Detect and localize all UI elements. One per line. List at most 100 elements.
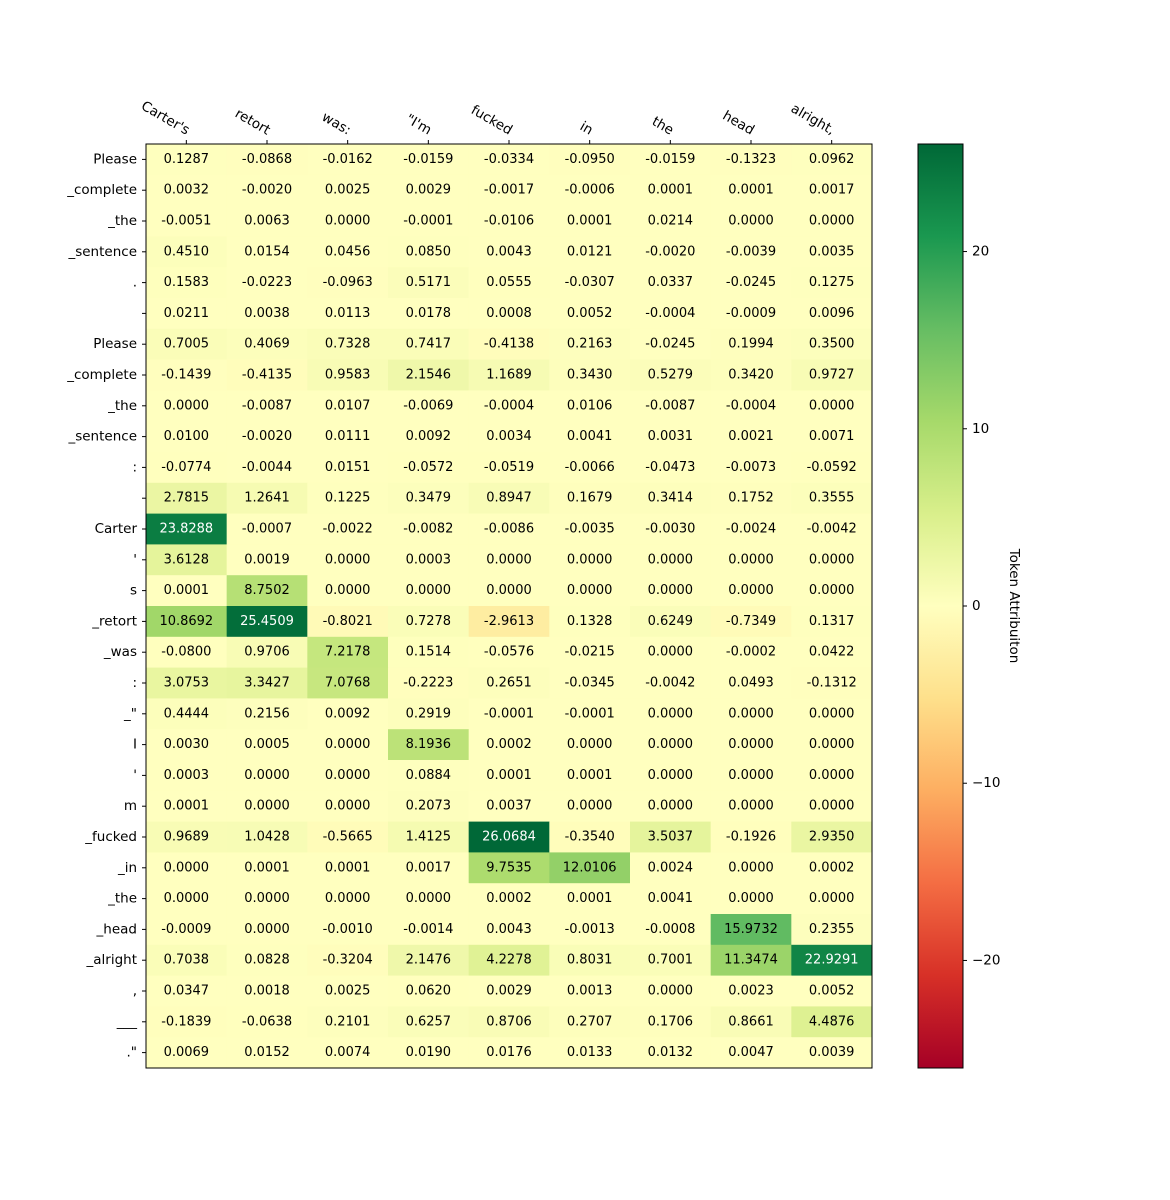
heatmap-cell	[630, 452, 712, 484]
cell-value-label: 0.0176	[486, 1045, 532, 1060]
cell-value-label: 0.0111	[325, 429, 371, 444]
cell-value-label: -0.0087	[242, 398, 292, 413]
heatmap-cell	[146, 174, 228, 207]
cell-value-label: -0.0014	[403, 922, 453, 937]
heatmap-cell	[630, 575, 712, 607]
heatmap-cell	[630, 636, 712, 669]
heatmap-cell	[226, 914, 308, 946]
heatmap-cell	[388, 328, 470, 361]
heatmap-cell	[226, 205, 308, 237]
cell-value-label: 0.0113	[325, 306, 371, 321]
cell-value-label: 0.2163	[567, 337, 613, 352]
heatmap-cell	[710, 359, 792, 391]
heatmap-cell	[710, 790, 792, 823]
heatmap-cell	[146, 267, 228, 299]
heatmap-cell	[146, 452, 228, 484]
cell-value-label: 1.2641	[244, 491, 290, 506]
heatmap-cell	[630, 421, 712, 453]
heatmap-cell	[549, 606, 631, 638]
heatmap-cell	[630, 1037, 712, 1069]
heatmap-cell	[791, 790, 873, 823]
cell-value-label: 0.0031	[648, 429, 694, 444]
cell-value-label: -0.8021	[323, 614, 373, 629]
heatmap-cell	[791, 975, 873, 1007]
cell-value-label: -0.0020	[645, 244, 695, 259]
y-tick-label: _complete	[66, 367, 137, 383]
cell-value-label: -0.4135	[242, 368, 292, 383]
cell-value-label: 0.0000	[728, 706, 774, 721]
cell-value-label: 23.8288	[159, 522, 213, 537]
heatmap-cell	[630, 944, 712, 977]
heatmap-cell	[791, 267, 873, 299]
heatmap-cell	[388, 513, 470, 545]
heatmap-cell	[146, 421, 228, 453]
heatmap-cell	[307, 205, 389, 237]
heatmap-cell	[630, 328, 712, 361]
cell-value-label: 0.0000	[809, 706, 855, 721]
cell-value-label: 0.2073	[406, 799, 452, 814]
heatmap-cell	[710, 1037, 792, 1069]
cell-value-label: -0.0009	[726, 306, 776, 321]
heatmap-cell	[146, 1037, 228, 1069]
heatmap-cell	[710, 944, 792, 977]
heatmap-cell	[468, 790, 550, 823]
cell-value-label: 0.1514	[406, 645, 452, 660]
cell-value-label: 0.0151	[325, 460, 371, 475]
heatmap-cell	[630, 298, 712, 330]
y-tick-label: ___	[116, 1014, 138, 1030]
heatmap-cell	[146, 328, 228, 361]
cell-value-label: -0.0030	[645, 522, 695, 537]
cell-value-label: -0.1312	[807, 676, 857, 691]
cell-value-label: 0.8031	[567, 953, 613, 968]
cell-value-label: -0.0073	[726, 460, 776, 475]
cell-value-label: 1.0428	[244, 830, 290, 845]
heatmap-cell	[388, 729, 470, 761]
cell-value-label: -0.0044	[242, 460, 292, 475]
cell-value-label: 0.0001	[567, 768, 613, 783]
cell-value-label: 3.0753	[164, 676, 210, 691]
heatmap-cell	[226, 760, 308, 792]
y-tick-label: :	[132, 459, 137, 475]
cell-value-label: 0.9689	[164, 830, 210, 845]
heatmap-cell	[710, 729, 792, 761]
cell-value-label: -0.0004	[484, 398, 534, 413]
heatmap-cell	[307, 667, 389, 699]
cell-value-label: -0.0950	[565, 152, 615, 167]
heatmap-cell	[549, 144, 631, 176]
heatmap-cell	[549, 174, 631, 207]
cell-value-label: 0.0000	[244, 799, 290, 814]
cell-value-label: -0.0638	[242, 1014, 292, 1029]
cell-value-label: -0.0473	[645, 460, 695, 475]
heatmap-cell	[468, 698, 550, 730]
cell-value-label: 0.0178	[406, 306, 452, 321]
cell-value-label: 0.8661	[728, 1014, 774, 1029]
cell-value-label: -0.0592	[807, 460, 857, 475]
cell-value-label: -0.0013	[565, 922, 615, 937]
heatmap-cell	[710, 667, 792, 699]
cell-value-label: 0.0001	[244, 860, 290, 875]
heatmap-cell	[630, 544, 712, 576]
cell-value-label: 0.7328	[325, 337, 371, 352]
heatmap-cell	[791, 667, 873, 699]
cell-value-label: 0.0000	[244, 891, 290, 906]
cell-value-label: 0.0154	[244, 244, 290, 259]
cell-value-label: 0.0047	[728, 1045, 774, 1060]
cell-value-label: 0.0000	[648, 768, 694, 783]
heatmap-cell	[710, 174, 792, 207]
heatmap-cell	[468, 575, 550, 607]
cell-value-label: 0.0034	[486, 429, 532, 444]
heatmap-cell	[146, 667, 228, 699]
heatmap-cell	[388, 1037, 470, 1069]
heatmap-cell	[307, 636, 389, 669]
heatmap-cell	[630, 1006, 712, 1038]
cell-value-label: 0.8706	[486, 1014, 532, 1029]
cell-value-label: -0.0307	[565, 275, 615, 290]
heatmap-cell	[630, 790, 712, 823]
cell-value-label: -0.2223	[403, 676, 453, 691]
cell-value-label: 7.2178	[325, 645, 371, 660]
x-tick-label: in	[577, 118, 596, 138]
cell-value-label: -0.0069	[403, 398, 453, 413]
cell-value-label: 0.0000	[486, 552, 532, 567]
y-tick-label: m	[124, 798, 137, 814]
